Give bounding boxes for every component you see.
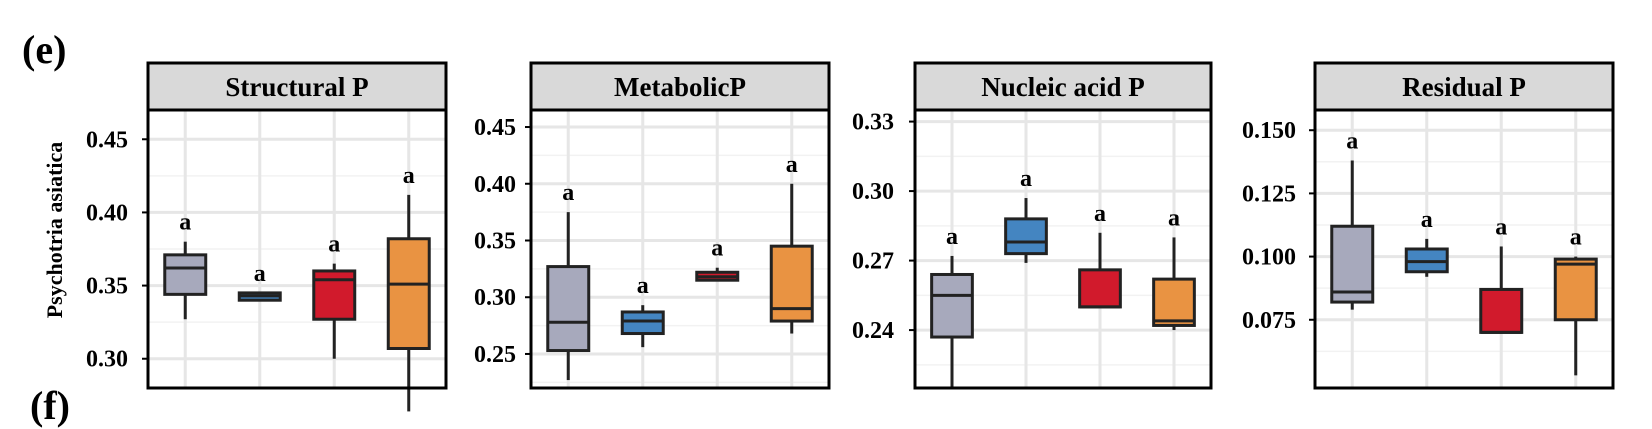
significance-letter: a [711,236,723,262]
box-1 [1330,224,1375,304]
significance-letter: a [1495,214,1507,240]
box-4 [386,237,431,350]
significance-letter: a [179,210,191,236]
y-tick-label: 0.40 [474,172,516,198]
y-tick-label: 0.30 [852,179,894,205]
box-2 [1004,217,1048,256]
y-tick-label: 0.27 [852,249,894,275]
significance-letter: a [1094,201,1106,227]
y-tick-label: 0.35 [86,274,128,300]
significance-letter: a [562,180,574,206]
significance-letter: a [1020,166,1032,192]
box-3 [312,269,357,321]
significance-letter: a [254,261,266,287]
panel-title-3: Nucleic acid P [981,72,1144,102]
significance-letter: a [1421,207,1433,233]
y-tick-label: 0.30 [474,285,516,311]
panel-label-e: (e) [22,27,67,72]
panel-title-2: MetabolicP [614,72,746,102]
significance-letter: a [1168,205,1180,231]
y-tick-label: 0.100 [1242,245,1296,271]
box-1 [163,253,208,296]
plot-border-4 [1313,108,1615,390]
y-tick-label: 0.075 [1242,308,1296,334]
significance-letter: a [786,152,798,178]
box-4 [1553,257,1598,322]
panel-title-1: Structural P [225,72,368,102]
panel-header-4 [1313,61,1615,112]
significance-letter: a [1346,129,1358,155]
y-tick-label: 0.45 [474,115,516,141]
box-2 [620,310,665,336]
y-tick-label: 0.45 [86,127,128,153]
y-tick-label: 0.25 [474,342,516,368]
significance-letter: a [403,163,415,189]
y-tick-label: 0.30 [86,347,128,373]
y-tick-label: 0.150 [1242,118,1296,144]
y-tick-label: 0.125 [1242,181,1296,207]
panel-label-f: (f) [30,383,70,428]
y-tick-label: 0.35 [474,228,516,254]
panel-title-4: Residual P [1402,72,1526,102]
box-3 [1078,268,1122,309]
y-tick-label: 0.40 [86,200,128,226]
panel-header-3 [913,61,1213,112]
plot-border-3 [913,108,1213,390]
plot-border-1 [146,108,448,390]
plot-border-2 [529,108,831,390]
significance-letter: a [328,232,340,258]
box-1 [546,265,591,353]
box-1 [930,272,974,339]
significance-letter: a [1570,225,1582,251]
significance-letter: a [637,273,649,299]
y-tick-label: 0.33 [852,110,894,136]
significance-letter: a [946,224,958,250]
box-3 [1479,287,1524,334]
box-4 [1152,277,1196,327]
plot-area-3 [915,110,1211,388]
y-tick-label: 0.24 [852,318,894,344]
panel-header-2 [529,61,831,112]
